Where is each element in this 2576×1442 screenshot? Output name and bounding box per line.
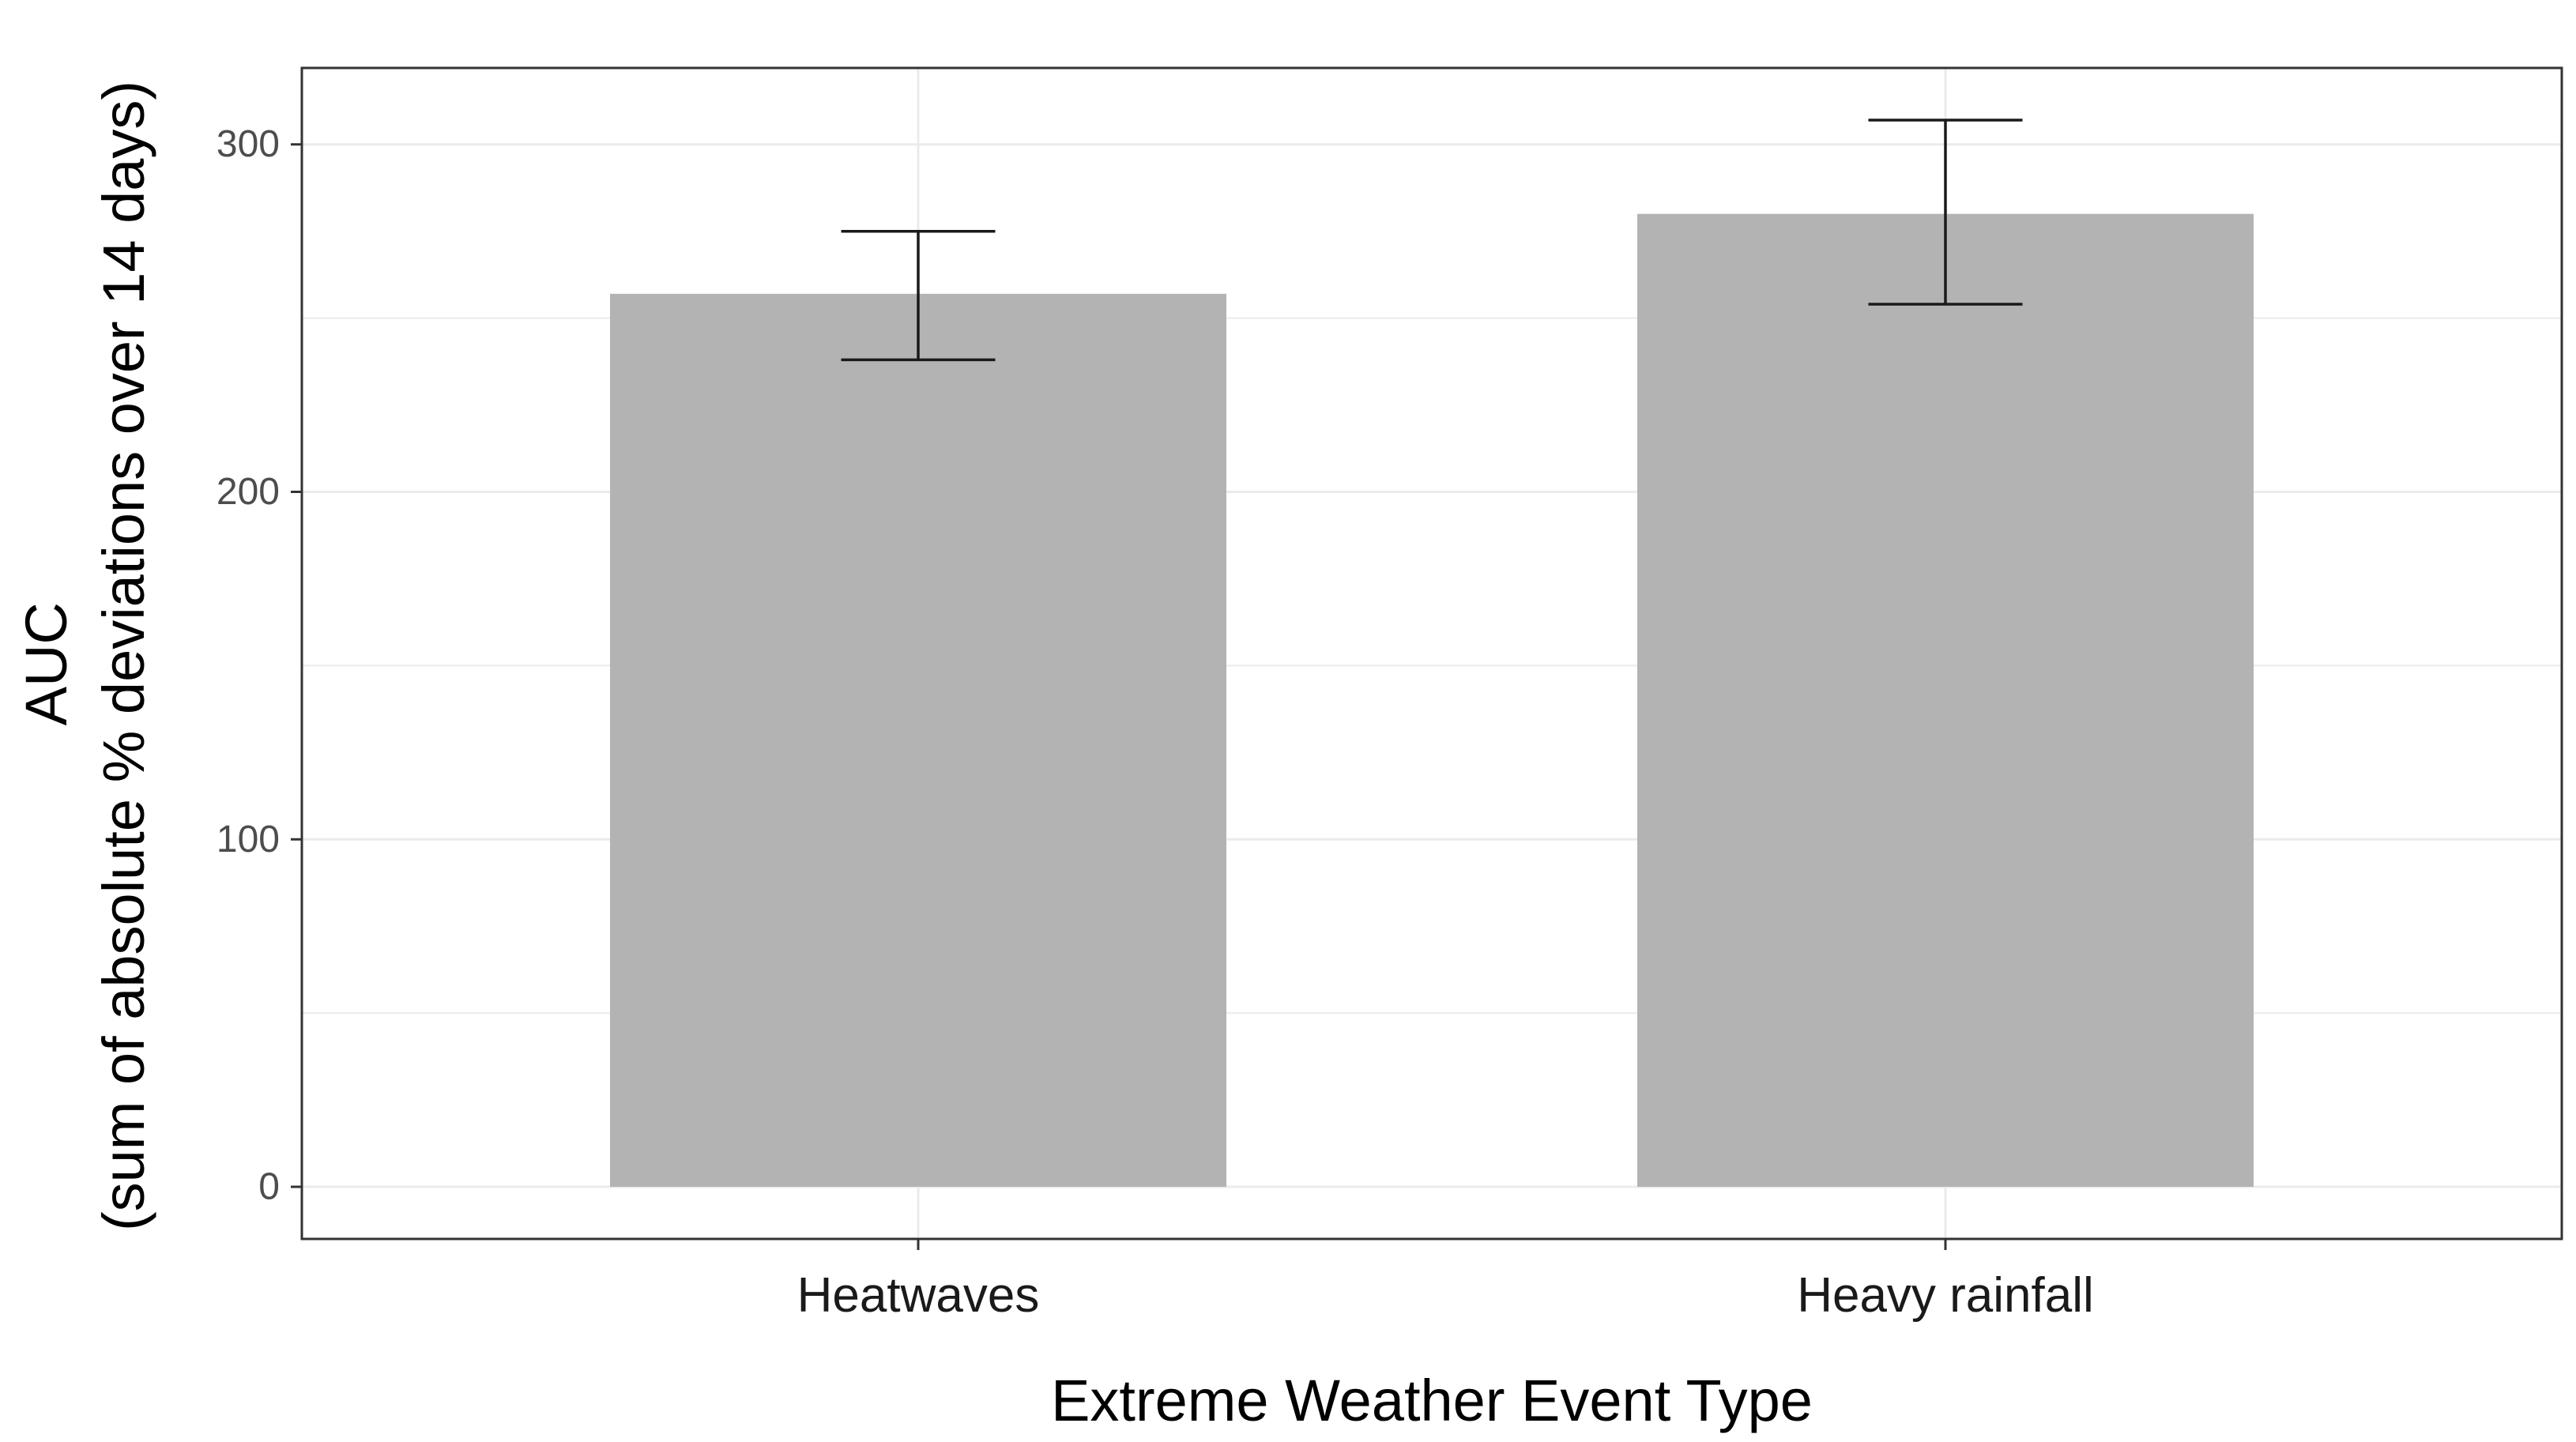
error-bars [841,119,2023,362]
y-axis-title-line-2: (sum of absolute % deviations over 14 da… [91,81,156,1231]
y-axis-ticks: 0 100 200 300 [217,123,302,1208]
bars [610,213,2254,1188]
error-bar [1868,119,2023,306]
y-tick-label: 200 [217,471,280,513]
y-tick-label: 100 [217,819,280,860]
error-bar [841,229,996,362]
y-tick-label: 300 [217,123,280,165]
x-axis-title: Extreme Weather Event Type [1051,1368,1813,1433]
x-axis-ticks: Heatwaves Heavy rainfall [797,1239,2094,1323]
panel-border [300,66,2563,1241]
y-axis-title-line-1: AUC [13,602,79,725]
x-tick-label: Heavy rainfall [1797,1268,2094,1323]
bar [610,293,1226,1188]
y-tick-label: 0 [258,1166,280,1208]
x-tick-label: Heatwaves [797,1268,1040,1323]
y-axis-title: AUC (sum of absolute % deviations over 1… [13,81,156,1231]
bar [1637,213,2254,1188]
